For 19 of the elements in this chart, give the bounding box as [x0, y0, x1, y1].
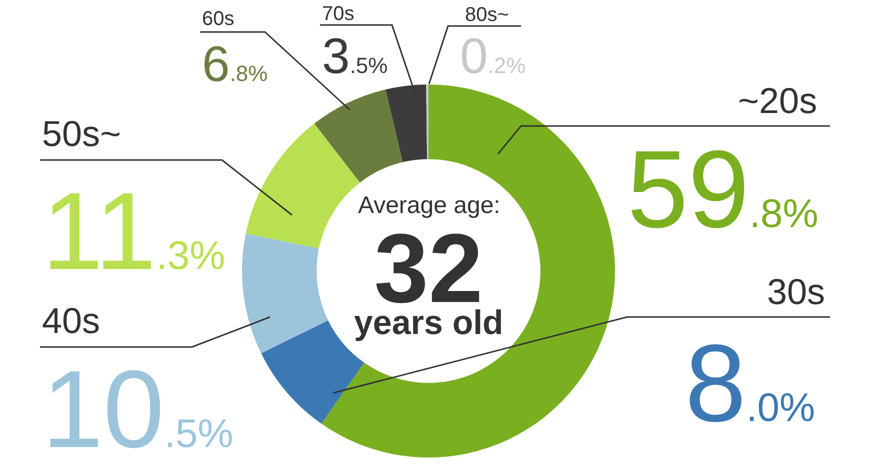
donut-slice: [242, 234, 328, 354]
text: years old: [354, 304, 504, 342]
donut-slice: [321, 84, 615, 458]
text: Average age:: [358, 192, 500, 219]
donut-slice: [314, 90, 403, 183]
slice-label: 30s: [767, 271, 826, 312]
slice-label: 80s~: [465, 4, 509, 26]
data-label: 8.0%: [685, 322, 816, 445]
slice-label: 50s~: [42, 113, 122, 154]
slice-label: ~20s: [738, 80, 818, 121]
donut-slice: [246, 124, 360, 248]
data-label: 59.8%: [627, 128, 818, 251]
slice-label: 70s: [322, 3, 354, 25]
slice-label: 60s: [202, 8, 234, 30]
data-label: 3.5%: [322, 28, 388, 84]
data-label: 11.3%: [42, 170, 226, 293]
data-label: 10.5%: [42, 348, 234, 464]
data-label: 6.8%: [202, 36, 268, 92]
slice-label: 40s: [42, 300, 100, 341]
